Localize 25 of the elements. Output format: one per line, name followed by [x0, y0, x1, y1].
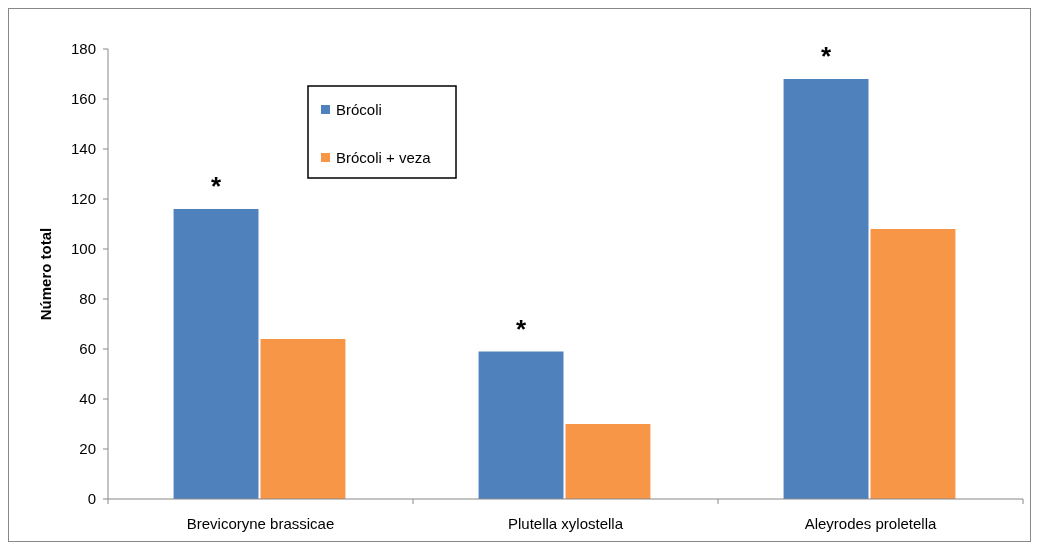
y-tick-label: 120 — [70, 190, 96, 208]
bar — [783, 79, 869, 499]
legend-label: Brócoli + veza — [336, 149, 432, 167]
legend-label: Brócoli — [336, 101, 382, 119]
bar — [565, 424, 651, 499]
annotation: * — [210, 171, 222, 201]
bar — [478, 351, 564, 499]
y-tick-label: 80 — [79, 290, 96, 308]
y-tick-label: 0 — [87, 490, 96, 508]
bar — [173, 209, 259, 499]
y-tick-label: 100 — [70, 240, 96, 258]
y-tick-label: 60 — [79, 340, 96, 358]
y-tick-label: 160 — [70, 90, 96, 108]
y-tick-label: 180 — [70, 40, 96, 58]
annotation: * — [515, 313, 527, 344]
bar — [870, 229, 956, 499]
annotation: * — [820, 41, 832, 71]
y-tick-label: 140 — [70, 140, 96, 158]
y-axis-title: Número total — [37, 227, 54, 321]
x-tick-label: Brevicoryne brassicae — [186, 515, 335, 532]
y-tick-label: 20 — [79, 440, 96, 458]
x-tick-label: Plutella xylostella — [507, 515, 624, 532]
x-tick-label: Aleyrodes proletella — [804, 515, 938, 532]
bar — [260, 339, 346, 499]
y-tick-label: 40 — [79, 390, 96, 408]
